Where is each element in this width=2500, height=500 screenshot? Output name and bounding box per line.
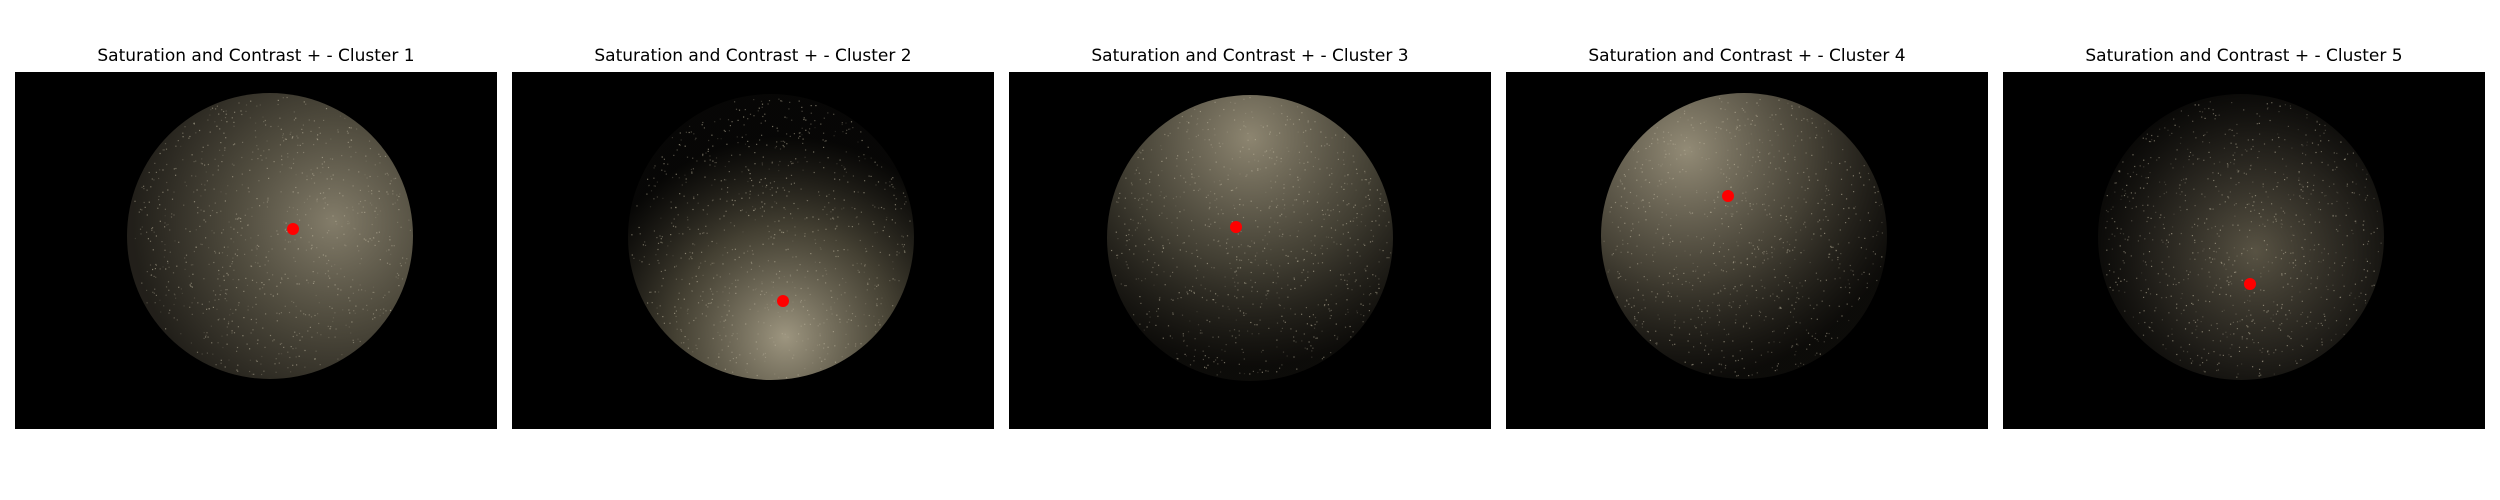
wafer-speckles	[1111, 97, 1392, 376]
panel-title: Saturation and Contrast + - Cluster 3	[1091, 46, 1409, 66]
wafer-speckles	[631, 98, 911, 379]
wafer-speckles	[1603, 97, 1883, 377]
wafer-disc	[628, 94, 914, 380]
panel-title: Saturation and Contrast + - Cluster 2	[594, 46, 912, 66]
cluster-panel-2: Saturation and Contrast + - Cluster 2	[512, 40, 994, 432]
panel-title: Saturation and Contrast + - Cluster 1	[97, 46, 415, 66]
wafer-image	[1009, 72, 1491, 429]
cluster-centroid-marker	[287, 223, 299, 235]
wafer-disc	[1601, 93, 1887, 379]
wafer-disc	[2098, 94, 2384, 380]
wafer-image	[1506, 72, 1988, 429]
cluster-centroid-marker	[2244, 278, 2256, 290]
wafer-svg	[2098, 94, 2384, 380]
wafer-disc	[1107, 95, 1393, 381]
wafer-svg	[1601, 93, 1887, 379]
wafer-image	[15, 72, 497, 429]
wafer-image	[2003, 72, 2485, 429]
cluster-panel-1: Saturation and Contrast + - Cluster 1	[15, 40, 497, 432]
cluster-centroid-marker	[1722, 190, 1734, 202]
cluster-panel-4: Saturation and Contrast + - Cluster 4	[1506, 40, 1988, 432]
wafer-svg	[1107, 95, 1393, 381]
cluster-centroid-marker	[1230, 221, 1242, 233]
wafer-svg	[628, 94, 914, 380]
wafer-disc	[127, 93, 413, 379]
wafer-speckles	[134, 96, 411, 376]
cluster-panel-3: Saturation and Contrast + - Cluster 3	[1009, 40, 1491, 432]
panel-title: Saturation and Contrast + - Cluster 5	[2085, 46, 2403, 66]
wafer-svg	[127, 93, 413, 379]
wafer-speckles	[2105, 101, 2382, 378]
cluster-centroid-marker	[777, 295, 789, 307]
panel-title: Saturation and Contrast + - Cluster 4	[1588, 46, 1906, 66]
cluster-panel-5: Saturation and Contrast + - Cluster 5	[2003, 40, 2485, 432]
wafer-image	[512, 72, 994, 429]
